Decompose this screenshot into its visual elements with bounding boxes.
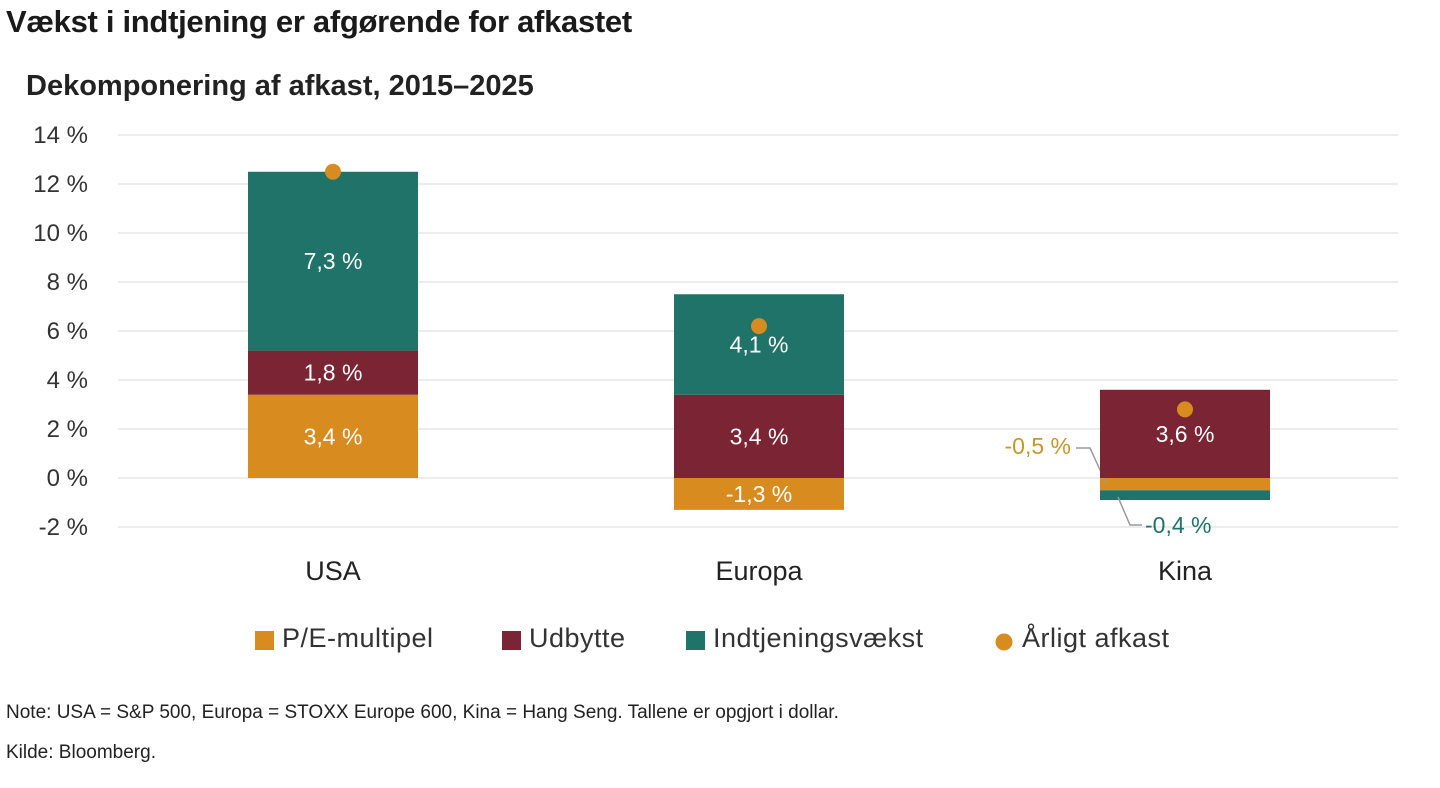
chart-title: Vækst i indtjening er afgørende for afka… bbox=[6, 4, 632, 39]
bar-segment bbox=[674, 294, 844, 395]
bar-segment bbox=[248, 350, 418, 395]
data-label: 3,4 % bbox=[730, 423, 789, 449]
annual-return-dot bbox=[751, 318, 767, 335]
legend-label: P/E-multipel bbox=[282, 623, 434, 653]
legend-swatch bbox=[995, 633, 1013, 651]
x-category-label: USA bbox=[305, 556, 361, 586]
chart-subtitle: Dekomponering af afkast, 2015–2025 bbox=[26, 70, 534, 102]
chart-source: Kilde: Bloomberg. bbox=[6, 742, 156, 763]
bar-segment bbox=[248, 171, 418, 351]
data-label: -0,5 % bbox=[1005, 433, 1071, 459]
y-tick-label: 6 % bbox=[47, 318, 88, 345]
y-tick-label: 4 % bbox=[47, 367, 88, 394]
data-label: -1,3 % bbox=[726, 481, 792, 507]
y-tick-label: 8 % bbox=[47, 269, 88, 296]
bar-segment bbox=[1100, 478, 1270, 491]
chart-note: Note: USA = S&P 500, Europa = STOXX Euro… bbox=[6, 702, 839, 723]
annual-return-dot bbox=[1177, 401, 1193, 418]
bar-segment bbox=[1100, 490, 1270, 501]
y-tick-label: 12 % bbox=[33, 171, 88, 198]
x-category-label: Europa bbox=[715, 556, 803, 586]
bar-segment bbox=[674, 394, 844, 478]
data-label: -0,4 % bbox=[1145, 512, 1211, 538]
y-tick-label: 0 % bbox=[47, 465, 88, 492]
data-label: 3,4 % bbox=[304, 423, 363, 449]
annual-return-dot bbox=[325, 163, 341, 180]
legend-swatch bbox=[686, 631, 705, 650]
y-tick-label: -2 % bbox=[39, 514, 88, 541]
data-label: 1,8 % bbox=[304, 360, 363, 386]
legend-label: Udbytte bbox=[529, 623, 626, 653]
legend-label: Indtjeningsvækst bbox=[713, 623, 924, 653]
legend-label: Årligt afkast bbox=[1022, 622, 1170, 653]
data-label: 3,6 % bbox=[1156, 421, 1215, 447]
y-tick-label: 2 % bbox=[47, 416, 88, 443]
bar-segment bbox=[674, 478, 844, 510]
data-label: 7,3 % bbox=[304, 248, 363, 274]
x-category-label: Kina bbox=[1158, 556, 1213, 586]
y-tick-label: 10 % bbox=[33, 220, 88, 247]
legend-swatch bbox=[502, 631, 521, 650]
bar-segment bbox=[248, 394, 418, 478]
leader-line bbox=[1117, 496, 1142, 526]
legend-swatch bbox=[255, 631, 274, 650]
y-tick-label: 14 % bbox=[33, 122, 88, 149]
data-label: 4,1 % bbox=[730, 331, 789, 357]
